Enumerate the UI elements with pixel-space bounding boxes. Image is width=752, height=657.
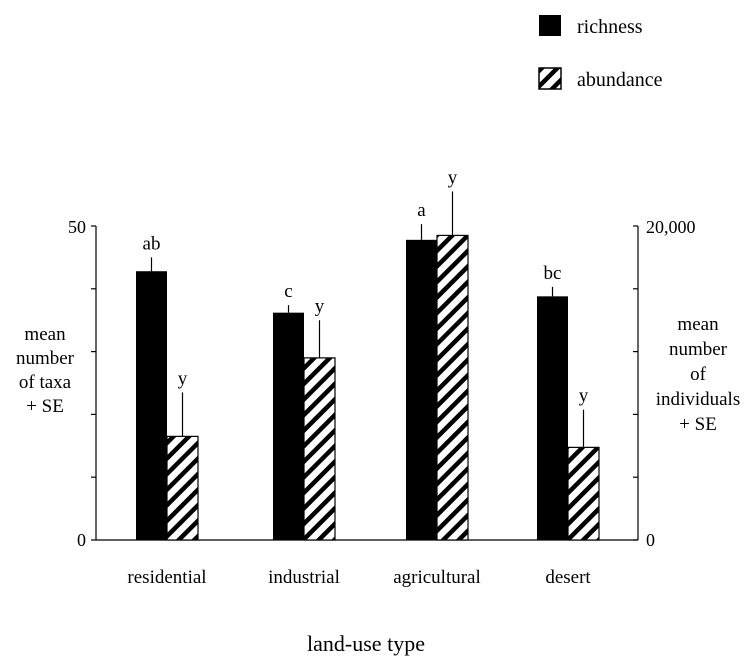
legend-swatch-abundance — [538, 67, 562, 90]
legend: richness abundance — [538, 15, 663, 91]
right-axis-max-label: 20,000 — [646, 217, 696, 237]
letter-abundance-residential: y — [178, 368, 188, 389]
letter-abundance-industrial: y — [315, 296, 325, 317]
right-axis-title-line-5: + SE — [679, 414, 717, 435]
right-axis-title-line-2: number — [669, 339, 728, 360]
letter-richness-industrial: c — [284, 281, 292, 302]
left-axis-title-line-3: of taxa — [19, 372, 72, 393]
category-label-industrial: industrial — [268, 567, 340, 588]
left-axis-min-label: 0 — [77, 530, 86, 550]
legend-label-abundance: abundance — [577, 69, 663, 91]
category-label-agricultural: agricultural — [393, 567, 481, 588]
bars: ab y c y a y bc y — [136, 167, 600, 541]
category-label-desert: desert — [545, 567, 591, 588]
right-axis-title-line-3: of — [690, 364, 707, 385]
right-axis-title-line-4: individuals — [656, 389, 740, 410]
bar-abundance-agricultural — [436, 234, 469, 541]
letter-abundance-agricultural: y — [448, 167, 458, 188]
bar-abundance-residential — [166, 435, 199, 541]
left-axis-title: mean number of taxa + SE — [16, 324, 75, 417]
bar-abundance-industrial — [303, 357, 336, 541]
left-axis-title-line-2: number — [16, 348, 75, 369]
right-axis: 20,000 0 — [633, 217, 696, 550]
bar-richness-residential — [136, 271, 167, 540]
bar-abundance-desert — [567, 446, 600, 541]
category-labels: residential industrial agricultural desert — [127, 567, 591, 588]
bar-richness-industrial — [273, 312, 304, 540]
category-label-residential: residential — [127, 567, 206, 588]
bar-richness-desert — [537, 296, 568, 540]
left-axis-max-label: 50 — [68, 217, 86, 237]
left-axis: 50 0 — [68, 217, 97, 550]
legend-swatch-richness — [539, 15, 561, 36]
letter-richness-residential: ab — [143, 233, 161, 254]
left-axis-title-line-4: + SE — [26, 396, 64, 417]
letter-richness-desert: bc — [544, 263, 562, 284]
letter-abundance-desert: y — [579, 386, 589, 407]
right-axis-title: mean number of individuals + SE — [656, 314, 740, 435]
bar-richness-agricultural — [406, 239, 437, 541]
legend-label-richness: richness — [577, 16, 643, 38]
left-axis-title-line-1: mean — [24, 324, 66, 345]
x-axis-title: land-use type — [307, 631, 425, 656]
right-axis-title-line-1: mean — [677, 314, 719, 335]
letter-richness-agricultural: a — [417, 200, 426, 221]
right-axis-min-label: 0 — [646, 530, 655, 550]
